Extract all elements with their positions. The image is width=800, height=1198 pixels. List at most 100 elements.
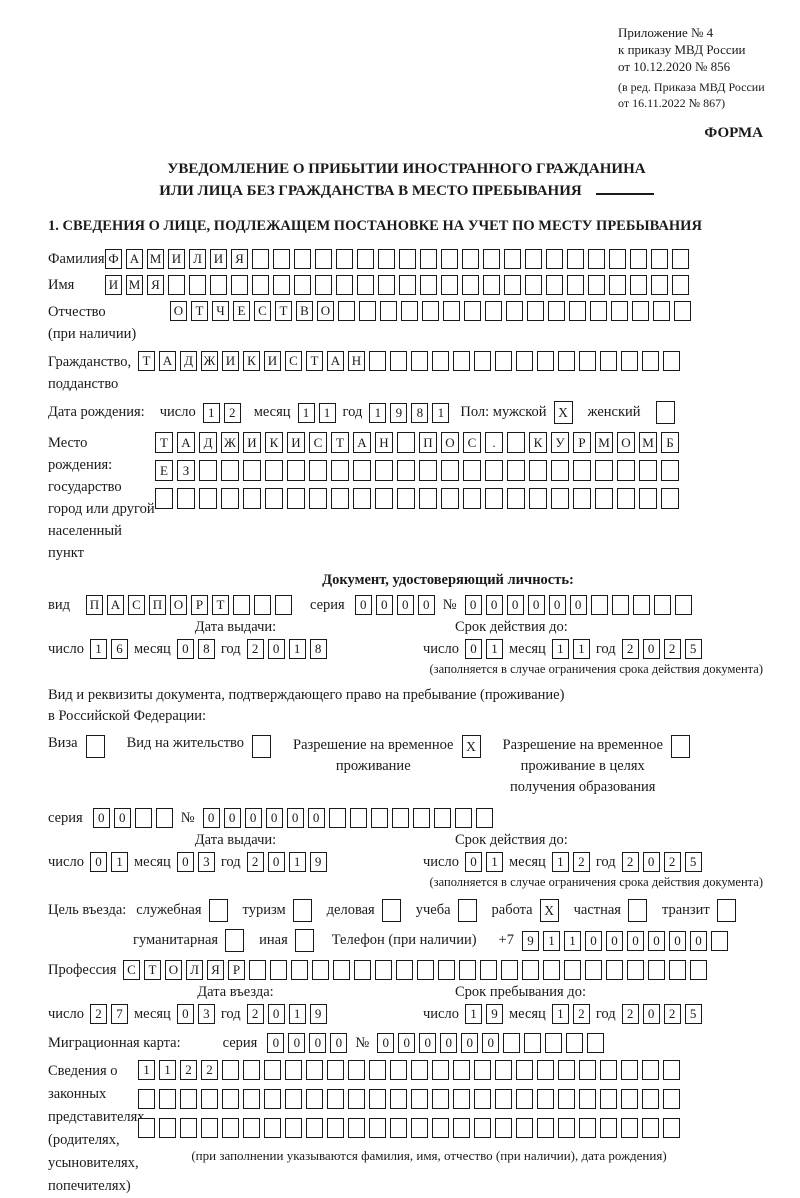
- char-cell[interactable]: [537, 351, 554, 371]
- char-cell[interactable]: 0: [354, 595, 372, 615]
- char-cell[interactable]: [264, 1060, 281, 1080]
- char-cell[interactable]: [375, 488, 393, 509]
- char-cell[interactable]: [357, 275, 374, 295]
- char-cell[interactable]: 1: [297, 402, 315, 423]
- char-cell[interactable]: Т: [306, 351, 323, 371]
- char-cell[interactable]: И: [168, 249, 185, 269]
- char-cell[interactable]: [674, 301, 691, 321]
- char-cell[interactable]: 1: [110, 852, 128, 872]
- char-cell[interactable]: [474, 1060, 491, 1080]
- char-cell[interactable]: 0: [244, 808, 262, 828]
- char-cell[interactable]: К: [265, 432, 283, 453]
- char-cell[interactable]: П: [86, 595, 103, 615]
- char-cell[interactable]: [566, 1033, 584, 1053]
- char-cell[interactable]: [663, 351, 680, 371]
- char-cell[interactable]: И: [210, 249, 227, 269]
- char-cell[interactable]: [609, 275, 626, 295]
- char-cell[interactable]: [221, 460, 239, 481]
- char-cell[interactable]: И: [264, 351, 281, 371]
- char-cell[interactable]: [265, 460, 283, 481]
- char-cell[interactable]: Т: [144, 960, 161, 980]
- char-cell[interactable]: [138, 1089, 155, 1109]
- char-cell[interactable]: [485, 301, 502, 321]
- char-cell[interactable]: [353, 488, 371, 509]
- char-cell[interactable]: [558, 1060, 575, 1080]
- char-cell[interactable]: [306, 1060, 323, 1080]
- char-cell[interactable]: [432, 1089, 449, 1109]
- char-cell[interactable]: [463, 460, 481, 481]
- char-cell[interactable]: [369, 1089, 386, 1109]
- char-cell[interactable]: [294, 275, 311, 295]
- char-cell[interactable]: [353, 460, 371, 481]
- char-cell[interactable]: [579, 351, 596, 371]
- char-cell[interactable]: Ч: [212, 301, 229, 321]
- char-cell[interactable]: [199, 460, 217, 481]
- char-cell[interactable]: [265, 488, 283, 509]
- char-cell[interactable]: [397, 488, 415, 509]
- char-cell[interactable]: [495, 351, 512, 371]
- char-cell[interactable]: [312, 960, 329, 980]
- char-cell[interactable]: [579, 1089, 596, 1109]
- char-cell[interactable]: 0: [569, 595, 587, 615]
- char-cell[interactable]: Ф: [105, 249, 122, 269]
- char-cell[interactable]: [159, 1089, 176, 1109]
- char-cell[interactable]: [543, 960, 560, 980]
- char-cell[interactable]: [422, 301, 439, 321]
- char-cell[interactable]: У: [551, 432, 569, 453]
- char-cell[interactable]: [233, 595, 250, 615]
- purpose-checkbox[interactable]: [225, 929, 245, 952]
- char-cell[interactable]: 0: [267, 852, 285, 872]
- char-cell[interactable]: А: [107, 595, 124, 615]
- char-cell[interactable]: [210, 275, 227, 295]
- char-cell[interactable]: Н: [348, 351, 365, 371]
- char-cell[interactable]: 0: [506, 595, 524, 615]
- char-cell[interactable]: [642, 351, 659, 371]
- char-cell[interactable]: [369, 1060, 386, 1080]
- char-cell[interactable]: [522, 960, 539, 980]
- char-cell[interactable]: 1: [563, 930, 581, 951]
- char-cell[interactable]: [670, 735, 690, 758]
- char-cell[interactable]: И: [105, 275, 122, 295]
- char-cell[interactable]: 8: [197, 639, 215, 659]
- char-cell[interactable]: [642, 1118, 659, 1138]
- char-cell[interactable]: [590, 595, 608, 615]
- char-cell[interactable]: 0: [626, 930, 644, 951]
- char-cell[interactable]: [327, 1118, 344, 1138]
- char-cell[interactable]: 0: [642, 1004, 660, 1024]
- char-cell[interactable]: М: [126, 275, 143, 295]
- char-cell[interactable]: [180, 1118, 197, 1138]
- purpose-checkbox[interactable]: [208, 899, 228, 922]
- char-cell[interactable]: Л: [186, 960, 203, 980]
- char-cell[interactable]: А: [159, 351, 176, 371]
- char-cell[interactable]: [349, 808, 367, 828]
- char-cell[interactable]: [600, 351, 617, 371]
- char-cell[interactable]: Т: [191, 301, 208, 321]
- char-cell[interactable]: О: [165, 960, 182, 980]
- char-cell[interactable]: [369, 1118, 386, 1138]
- char-cell[interactable]: И: [222, 351, 239, 371]
- char-cell[interactable]: С: [123, 960, 140, 980]
- char-cell[interactable]: [474, 351, 491, 371]
- char-cell[interactable]: [378, 275, 395, 295]
- char-cell[interactable]: 0: [417, 595, 435, 615]
- char-cell[interactable]: 1: [288, 1004, 306, 1024]
- char-cell[interactable]: [432, 1118, 449, 1138]
- char-cell[interactable]: [661, 460, 679, 481]
- char-cell[interactable]: 0: [265, 808, 283, 828]
- char-cell[interactable]: [639, 460, 657, 481]
- char-cell[interactable]: 5: [684, 639, 702, 659]
- char-cell[interactable]: А: [353, 432, 371, 453]
- char-cell[interactable]: [480, 960, 497, 980]
- char-cell[interactable]: 0: [286, 808, 304, 828]
- char-cell[interactable]: Е: [233, 301, 250, 321]
- char-cell[interactable]: [243, 488, 261, 509]
- char-cell[interactable]: [380, 301, 397, 321]
- char-cell[interactable]: 0: [689, 930, 707, 951]
- char-cell[interactable]: Т: [155, 432, 173, 453]
- char-cell[interactable]: 9: [309, 852, 327, 872]
- char-cell[interactable]: 1: [138, 1060, 155, 1080]
- char-cell[interactable]: [453, 1060, 470, 1080]
- char-cell[interactable]: [390, 1060, 407, 1080]
- char-cell[interactable]: [651, 249, 668, 269]
- char-cell[interactable]: [357, 249, 374, 269]
